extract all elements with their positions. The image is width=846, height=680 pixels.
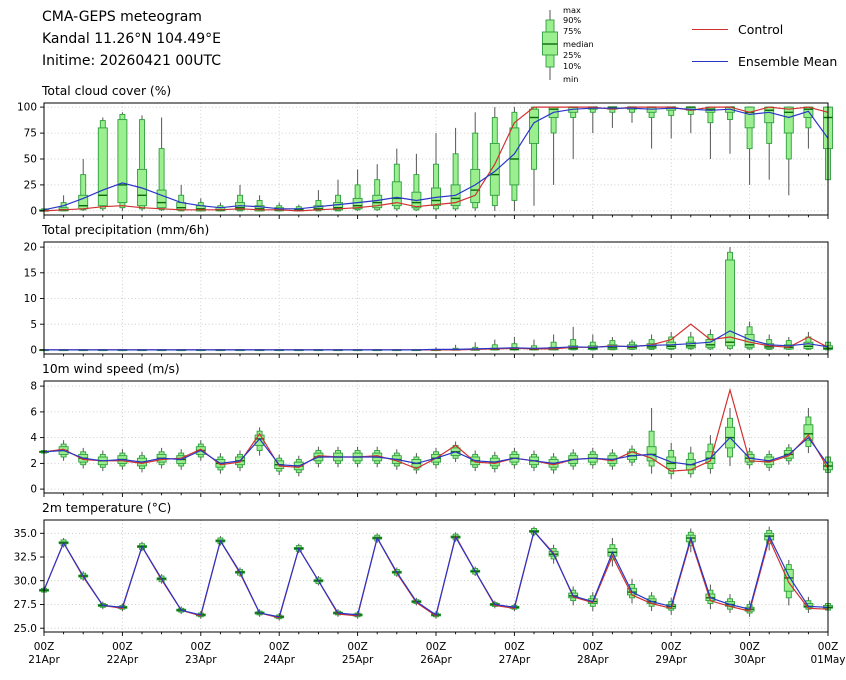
series-legend: Control Ensemble Mean: [692, 22, 837, 86]
svg-text:35.0: 35.0: [14, 528, 37, 540]
precipitation-panel-title: Total precipitation (mm/6h): [42, 223, 210, 237]
svg-text:27.5: 27.5: [14, 599, 37, 611]
svg-text:00Z: 00Z: [347, 641, 368, 653]
control-line-swatch: [692, 29, 728, 30]
legend-p75-label: 75%: [563, 26, 581, 36]
legend-p90-label: 90%: [563, 15, 581, 25]
temperature-panel-title: 2m temperature (°C): [42, 501, 172, 515]
svg-text:2: 2: [30, 458, 37, 470]
svg-text:21Apr: 21Apr: [28, 654, 60, 666]
svg-text:25.0: 25.0: [14, 623, 37, 635]
svg-text:23Apr: 23Apr: [185, 654, 217, 666]
chart-init-time: Initime: 20260421 00UTC: [42, 53, 221, 69]
svg-text:00Z: 00Z: [112, 641, 133, 653]
svg-text:5: 5: [30, 319, 37, 331]
panel-cloud-cover: Total cloud cover (%) 0 25 50 75 100: [0, 84, 846, 220]
legend-p10-label: 10%: [563, 61, 581, 71]
svg-text:32.5: 32.5: [14, 552, 37, 564]
chart-location: Kandal 11.26°N 104.49°E: [42, 31, 222, 47]
svg-text:28Apr: 28Apr: [577, 654, 609, 666]
svg-text:00Z: 00Z: [818, 641, 839, 653]
svg-text:00Z: 00Z: [426, 641, 447, 653]
svg-text:00Z: 00Z: [191, 641, 212, 653]
cloud-cover-panel-title: Total cloud cover (%): [42, 84, 172, 98]
legend-min-label: min: [563, 74, 578, 84]
svg-text:00Z: 00Z: [504, 641, 525, 653]
svg-text:30Apr: 30Apr: [734, 654, 766, 666]
chart-title: CMA-GEPS meteogram: [42, 9, 202, 25]
wind-speed-panel-title: 10m wind speed (m/s): [42, 362, 180, 376]
ensemble-mean-line-swatch: [692, 61, 728, 62]
svg-text:15: 15: [24, 267, 37, 279]
svg-text:00Z: 00Z: [583, 641, 604, 653]
legend-control-label: Control: [738, 22, 784, 37]
wind-speed-chart: 0 2 4 6 8: [30, 380, 833, 497]
svg-text:75: 75: [24, 128, 37, 140]
cloud-cover-chart: 0 25 50 75 100: [17, 102, 833, 219]
svg-text:10: 10: [24, 293, 37, 305]
svg-text:29Apr: 29Apr: [655, 654, 687, 666]
svg-text:20: 20: [24, 242, 37, 254]
svg-text:0: 0: [30, 345, 37, 357]
boxplot-legend-glyph: max 90% 75% median 25% 10% min: [542, 5, 594, 84]
svg-text:25: 25: [24, 180, 37, 192]
panel-temperature: 2m temperature (°C) 25.0 27.5 30.0 32.5 35.0…: [0, 501, 846, 668]
svg-text:4: 4: [30, 432, 37, 444]
legend-p25-label: 25%: [563, 50, 581, 60]
svg-text:6: 6: [30, 407, 37, 419]
svg-text:25Apr: 25Apr: [342, 654, 374, 666]
svg-text:22Apr: 22Apr: [107, 654, 139, 666]
svg-text:100: 100: [17, 102, 37, 114]
svg-text:0: 0: [30, 484, 37, 496]
svg-text:30.0: 30.0: [14, 575, 37, 587]
svg-text:8: 8: [30, 381, 37, 393]
svg-text:50: 50: [24, 154, 37, 166]
svg-text:00Z: 00Z: [34, 641, 55, 653]
temperature-chart: 25.027.530.032.535.000Z21Apr00Z22Apr00Z2…: [14, 519, 846, 666]
legend-control: Control: [692, 22, 837, 37]
panel-wind-speed: 10m wind speed (m/s) 0 2 4 6 8: [0, 362, 846, 498]
svg-text:01May: 01May: [810, 654, 845, 666]
svg-text:24Apr: 24Apr: [263, 654, 295, 666]
svg-text:00Z: 00Z: [661, 641, 682, 653]
svg-text:00Z: 00Z: [269, 641, 290, 653]
legend-ensemble-label: Ensemble Mean: [738, 54, 838, 69]
svg-text:26Apr: 26Apr: [420, 654, 452, 666]
panels: Total cloud cover (%) 0 25 50 75 100 Total p…: [0, 84, 846, 671]
boxplot-legend: max 90% 75% median 25% 10% min: [536, 4, 656, 86]
chart-header: CMA-GEPS meteogram Kandal 11.26°N 104.49…: [42, 6, 221, 72]
legend-max-label: max: [563, 5, 581, 15]
svg-text:27Apr: 27Apr: [499, 654, 531, 666]
legend-median-label: median: [563, 39, 594, 49]
svg-text:00Z: 00Z: [739, 641, 760, 653]
panel-precipitation: Total precipitation (mm/6h) 0 5 10 15 20: [0, 223, 846, 359]
svg-text:0: 0: [30, 206, 37, 218]
precipitation-chart: 0 5 10 15 20: [24, 241, 833, 358]
legend-ensemble-mean: Ensemble Mean: [692, 54, 837, 69]
